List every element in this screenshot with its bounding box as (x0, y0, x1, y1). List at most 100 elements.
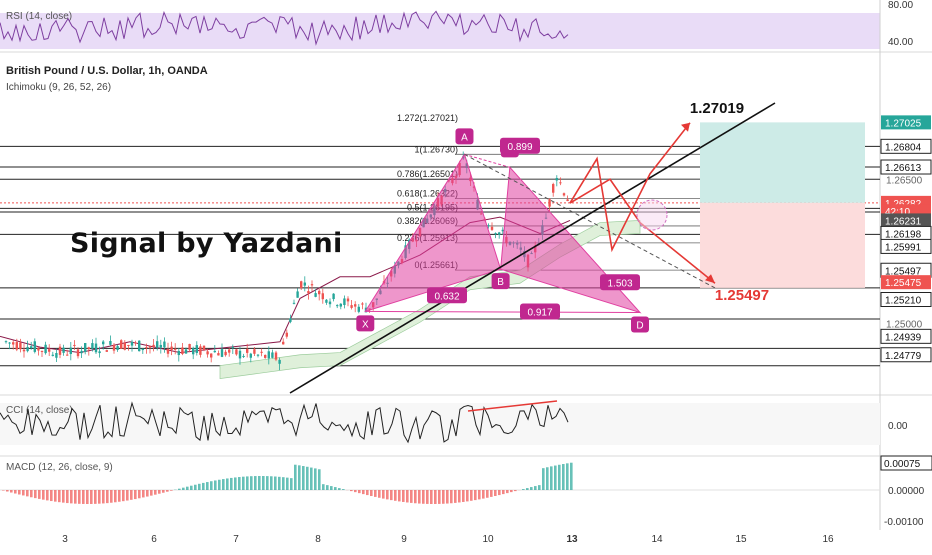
macd-histogram-bar (314, 468, 317, 490)
macd-histogram-bar (62, 490, 65, 503)
macd-histogram-bar (494, 490, 497, 496)
macd-histogram-bar (302, 466, 305, 490)
macd-histogram-bar (114, 490, 117, 502)
macd-histogram-bar (418, 490, 421, 504)
candle-body (109, 341, 111, 345)
candle-body (34, 341, 36, 352)
candle-body (116, 346, 118, 350)
macd-histogram-bar (522, 489, 525, 490)
candle-body (156, 341, 158, 348)
cci-band (0, 403, 880, 445)
macd-histogram-bar (198, 484, 201, 490)
candle-body (199, 346, 201, 354)
macd-histogram-bar (90, 490, 93, 504)
macd-histogram-bar (58, 490, 61, 502)
macd-histogram-bar (570, 463, 573, 490)
macd-histogram-bar (266, 476, 269, 490)
candle-body (221, 349, 223, 357)
price-axis-tick-label: 1.26500 (886, 175, 923, 186)
candle-body (16, 342, 18, 350)
candle-body (318, 291, 320, 294)
macd-histogram-bar (550, 466, 553, 490)
price-axis-level-label: 1.26804 (885, 142, 922, 153)
candle-body (52, 355, 54, 356)
candle-body (23, 350, 25, 352)
watermark-signature: Signal by Yazdani (70, 228, 343, 259)
macd-histogram-bar (374, 490, 377, 497)
macd-histogram-bar (462, 490, 465, 502)
macd-histogram-bar (102, 490, 105, 503)
fib-level-label: 1(1.26730) (414, 144, 458, 154)
macd-histogram-bar (430, 490, 433, 504)
rsi-title: RSI (14, close) (6, 11, 72, 22)
macd-histogram-bar (6, 490, 9, 492)
macd-histogram-bar (310, 468, 313, 490)
macd-histogram-bar (70, 490, 73, 503)
candle-body (239, 351, 241, 359)
macd-histogram-bar (78, 490, 81, 504)
price-axis-level-label: 1.24779 (885, 351, 922, 362)
candle-body (242, 356, 244, 357)
candle-body (559, 182, 561, 183)
candle-body (350, 305, 352, 308)
candle-body (181, 347, 183, 354)
candle-body (124, 343, 126, 350)
candle-body (224, 352, 226, 355)
candle-body (134, 343, 136, 344)
fib-level-label: 0.786(1.26501) (397, 169, 458, 179)
x-tick-label: 15 (735, 534, 747, 545)
rsi-tick-80: 80.00 (888, 0, 913, 11)
candle-body (26, 347, 28, 351)
candle-body (106, 350, 108, 352)
macd-histogram-bar (122, 490, 125, 501)
macd-histogram-bar (222, 479, 225, 490)
price-axis-level-label: 1.25210 (885, 296, 922, 307)
candle-body (286, 333, 288, 337)
candle-body (235, 349, 237, 354)
macd-histogram-bar (470, 490, 473, 501)
candle-body (361, 303, 363, 304)
candle-body (80, 351, 82, 353)
macd-histogram-bar (250, 476, 253, 490)
candle-body (163, 342, 165, 348)
macd-histogram-bar (526, 488, 529, 490)
ratio-label: 0.899 (507, 142, 532, 153)
macd-histogram-bar (358, 490, 361, 493)
candle-body (188, 344, 190, 350)
macd-histogram-bar (134, 490, 137, 499)
rsi-tick-40: 40.00 (888, 37, 913, 48)
candle-body (19, 343, 21, 350)
price-axis-tick-label: 1.25000 (886, 319, 923, 330)
macd-histogram-bar (342, 489, 345, 490)
x-tick-label: 13 (566, 534, 578, 545)
macd-histogram-bar (442, 490, 445, 504)
candle-body (145, 347, 147, 348)
pattern-point-label: A (461, 132, 468, 143)
candle-body (41, 351, 43, 352)
macd-histogram-bar (82, 490, 85, 504)
bullish-arrow-head (681, 123, 690, 132)
candle-body (307, 291, 309, 293)
macd-histogram-bar (154, 490, 157, 495)
candle-body (170, 347, 172, 350)
price-axis-level-label: 1.26198 (885, 229, 922, 240)
macd-histogram-bar (562, 464, 565, 490)
candle-body (70, 348, 72, 354)
candle-body (329, 302, 331, 305)
candle-body (77, 349, 79, 356)
macd-histogram-bar (130, 490, 133, 500)
candle-body (174, 349, 176, 350)
macd-histogram-bar (282, 477, 285, 490)
macd-histogram-bar (414, 490, 417, 503)
macd-histogram-bar (330, 486, 333, 490)
x-tick-label: 7 (233, 534, 239, 545)
macd-histogram-bar (350, 490, 353, 491)
candle-body (311, 284, 313, 285)
candle-body (563, 193, 565, 195)
candle-body (214, 351, 216, 352)
candle-body (293, 303, 295, 304)
candle-body (354, 304, 356, 306)
macd-histogram-bar (270, 476, 273, 490)
